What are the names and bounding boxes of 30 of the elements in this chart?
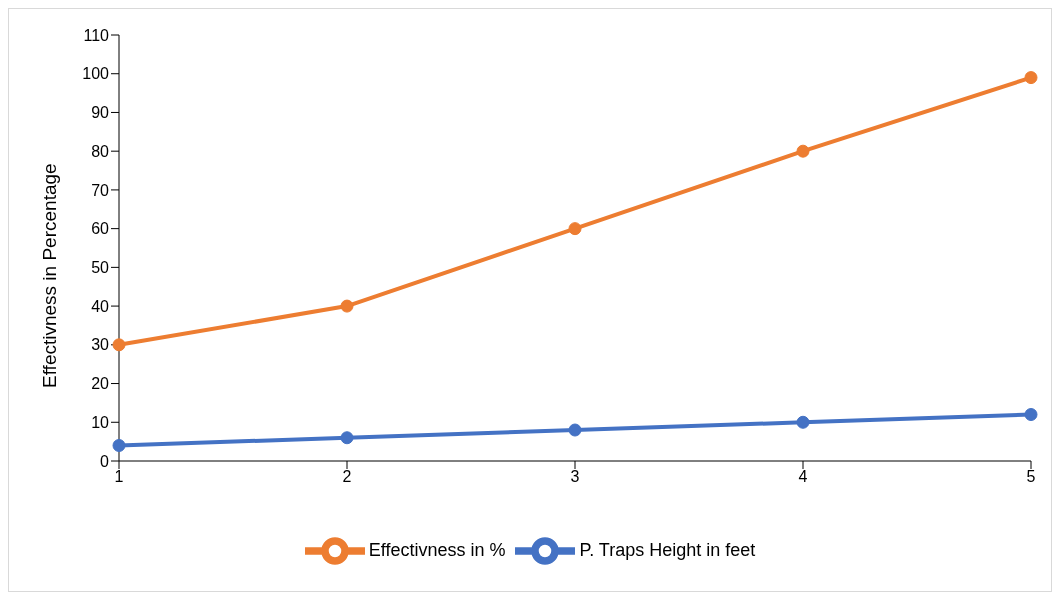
point xyxy=(1024,71,1038,85)
y-tick-label: 10 xyxy=(91,413,110,431)
point xyxy=(112,439,126,453)
legend-label: P. Traps Height in feet xyxy=(579,539,756,560)
point xyxy=(1024,408,1038,422)
y-tick-label: 100 xyxy=(82,65,110,83)
x-tick-label: 3 xyxy=(570,468,580,486)
y-tick-label: 40 xyxy=(91,297,110,315)
point xyxy=(796,144,810,158)
y-tick-label: 70 xyxy=(91,181,110,199)
y-tick-label: 50 xyxy=(91,259,110,277)
y-axis-title: Effectivness in Percentage xyxy=(38,163,60,388)
y-tick-label: 110 xyxy=(83,26,110,44)
y-tick-label: 0 xyxy=(100,452,110,470)
x-tick-label: 5 xyxy=(1026,468,1036,486)
x-tick-label: 1 xyxy=(114,468,124,486)
x-tick-label: 2 xyxy=(342,468,352,486)
y-tick-label: 20 xyxy=(91,375,110,393)
point xyxy=(796,415,810,429)
point xyxy=(340,299,354,313)
y-tick-label: 60 xyxy=(91,220,110,238)
legend-label: Effectivness in % xyxy=(368,539,506,560)
y-tick-label: 30 xyxy=(91,336,110,354)
point xyxy=(340,431,354,445)
point xyxy=(568,423,582,437)
y-tick-label: 90 xyxy=(91,104,110,122)
point xyxy=(568,222,582,236)
y-tick-label: 80 xyxy=(91,142,110,160)
point xyxy=(112,338,126,352)
x-tick-label: 4 xyxy=(798,468,808,486)
